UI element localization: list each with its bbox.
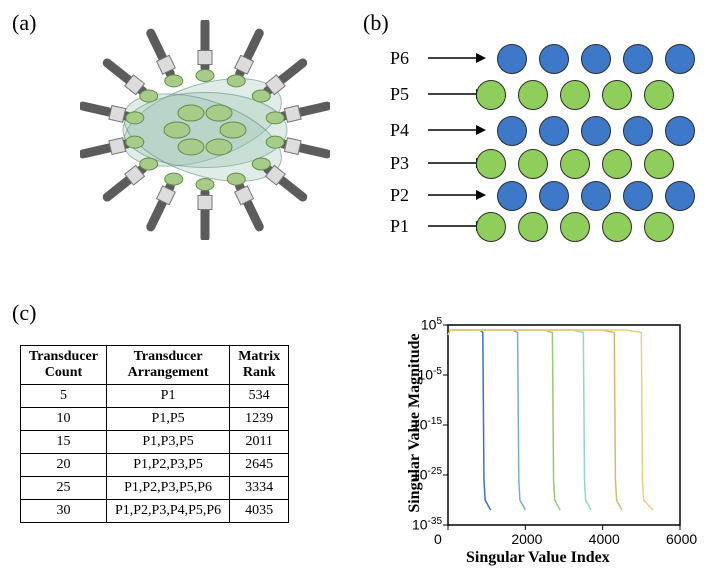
- table-row: 5P1534: [21, 385, 289, 408]
- ytick-label: 10-25: [412, 466, 442, 483]
- table-cell: 20: [21, 454, 107, 477]
- table-row: 30P1,P2,P3,P4,P5,P64035: [21, 500, 289, 523]
- row-label-P1: P1: [390, 216, 409, 237]
- arrow-P4: [428, 122, 488, 138]
- table-cell: P1,P3,P5: [106, 431, 229, 454]
- table-cell: P1,P2,P3,P4,P5,P6: [106, 500, 229, 523]
- well: [602, 212, 632, 242]
- well: [560, 80, 590, 110]
- table-cell: 10: [21, 408, 107, 431]
- row-label-P3: P3: [390, 153, 409, 174]
- well: [644, 149, 674, 179]
- well: [581, 116, 611, 146]
- well: [476, 212, 506, 242]
- well: [644, 80, 674, 110]
- table-cell: P1: [106, 385, 229, 408]
- table-header: TransducerCount: [21, 346, 107, 385]
- well: [665, 181, 695, 211]
- arrow-P6: [428, 50, 488, 66]
- table-cell: 30: [21, 500, 107, 523]
- well: [497, 44, 527, 74]
- row-label-P6: P6: [390, 48, 409, 69]
- table-cell: 3334: [230, 477, 289, 500]
- label-a: (a): [12, 10, 36, 36]
- well: [644, 212, 674, 242]
- table-header: MatrixRank: [230, 346, 289, 385]
- well: [518, 80, 548, 110]
- label-c: (c): [12, 300, 36, 326]
- table-cell: P1,P2,P3,P5: [106, 454, 229, 477]
- well: [581, 44, 611, 74]
- well: [623, 181, 653, 211]
- panel-d-chart: Singular Value Magnitude Singular Value …: [400, 315, 690, 570]
- table-cell: P1,P5: [106, 408, 229, 431]
- table-row: 20P1,P2,P3,P52645: [21, 454, 289, 477]
- well: [581, 181, 611, 211]
- ytick-label: 10-15: [412, 416, 442, 433]
- arrow-P2: [428, 187, 488, 203]
- table-row: 25P1,P2,P3,P5,P63334: [21, 477, 289, 500]
- well: [623, 44, 653, 74]
- table-cell: 25: [21, 477, 107, 500]
- well: [665, 116, 695, 146]
- well: [623, 116, 653, 146]
- ytick-label: 10-35: [412, 516, 442, 533]
- table-cell: P1,P2,P3,P5,P6: [106, 477, 229, 500]
- well: [539, 116, 569, 146]
- well: [560, 212, 590, 242]
- xtick-label: 0: [434, 531, 442, 547]
- table-header: TransducerArrangement: [106, 346, 229, 385]
- well: [518, 212, 548, 242]
- xtick-label: 6000: [666, 531, 697, 547]
- xtick-label: 4000: [589, 531, 620, 547]
- well: [560, 149, 590, 179]
- panel-d-xlabel: Singular Value Index: [466, 549, 610, 567]
- panel-a-rendering: [80, 20, 330, 240]
- well: [476, 149, 506, 179]
- well: [518, 149, 548, 179]
- table-cell: 1239: [230, 408, 289, 431]
- row-label-P4: P4: [390, 120, 409, 141]
- table-cell: 534: [230, 385, 289, 408]
- table-row: 15P1,P3,P52011: [21, 431, 289, 454]
- table-cell: 5: [21, 385, 107, 408]
- ytick-label: 105: [421, 316, 442, 333]
- table-cell: 2011: [230, 431, 289, 454]
- xtick-label: 2000: [511, 531, 542, 547]
- row-label-P5: P5: [390, 84, 409, 105]
- table-cell: 2645: [230, 454, 289, 477]
- well: [665, 44, 695, 74]
- panel-c-table: TransducerCountTransducerArrangementMatr…: [20, 345, 289, 523]
- ytick-label: 10-5: [418, 366, 442, 383]
- well: [602, 149, 632, 179]
- well: [539, 44, 569, 74]
- well: [497, 181, 527, 211]
- table-cell: 15: [21, 431, 107, 454]
- panel-d-plot: [400, 315, 690, 570]
- well: [497, 116, 527, 146]
- panel-b-diagram: P1 P2 P3 P4 P5 P6: [380, 30, 700, 250]
- well: [602, 80, 632, 110]
- row-label-P2: P2: [390, 185, 409, 206]
- table-row: 10P1,P51239: [21, 408, 289, 431]
- well: [539, 181, 569, 211]
- table-cell: 4035: [230, 500, 289, 523]
- well: [476, 80, 506, 110]
